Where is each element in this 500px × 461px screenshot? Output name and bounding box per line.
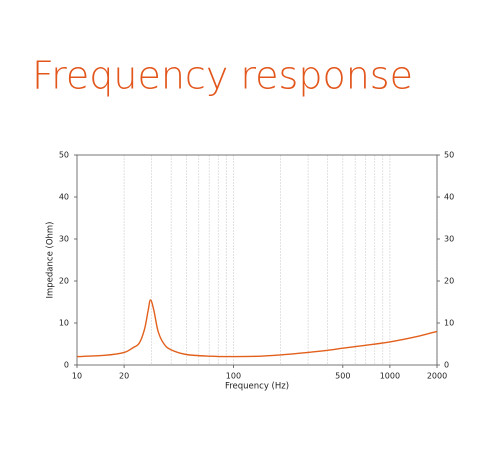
- y2-tick-label: 10: [444, 319, 454, 328]
- y-axis-label: Impedance (Ohm): [46, 222, 56, 299]
- y2-tick-label: 0: [444, 361, 449, 370]
- x-tick-label: 100: [226, 372, 241, 381]
- y-tick-label: 40: [59, 193, 69, 202]
- x-tick-label: 10: [72, 372, 82, 381]
- x-tick-label: 20: [119, 372, 129, 381]
- y2-tick-label: 40: [444, 193, 454, 202]
- y-tick-label: 30: [59, 235, 69, 244]
- y2-tick-label: 50: [444, 151, 454, 160]
- y-tick-label: 0: [64, 361, 69, 370]
- y-tick-label: 20: [59, 277, 69, 286]
- y-tick-label: 10: [59, 319, 69, 328]
- chart-title: Frequency response: [32, 54, 413, 98]
- y2-tick-label: 30: [444, 235, 454, 244]
- x-tick-label: 500: [335, 372, 350, 381]
- y-tick-label: 50: [59, 151, 69, 160]
- plot-frame: [76, 154, 438, 366]
- y2-tick-label: 20: [444, 277, 454, 286]
- x-axis-label: Frequency (Hz): [225, 382, 289, 392]
- x-tick-label: 1000: [380, 372, 400, 381]
- impedance-line: [76, 299, 438, 358]
- x-tick-label: 2000: [427, 372, 447, 381]
